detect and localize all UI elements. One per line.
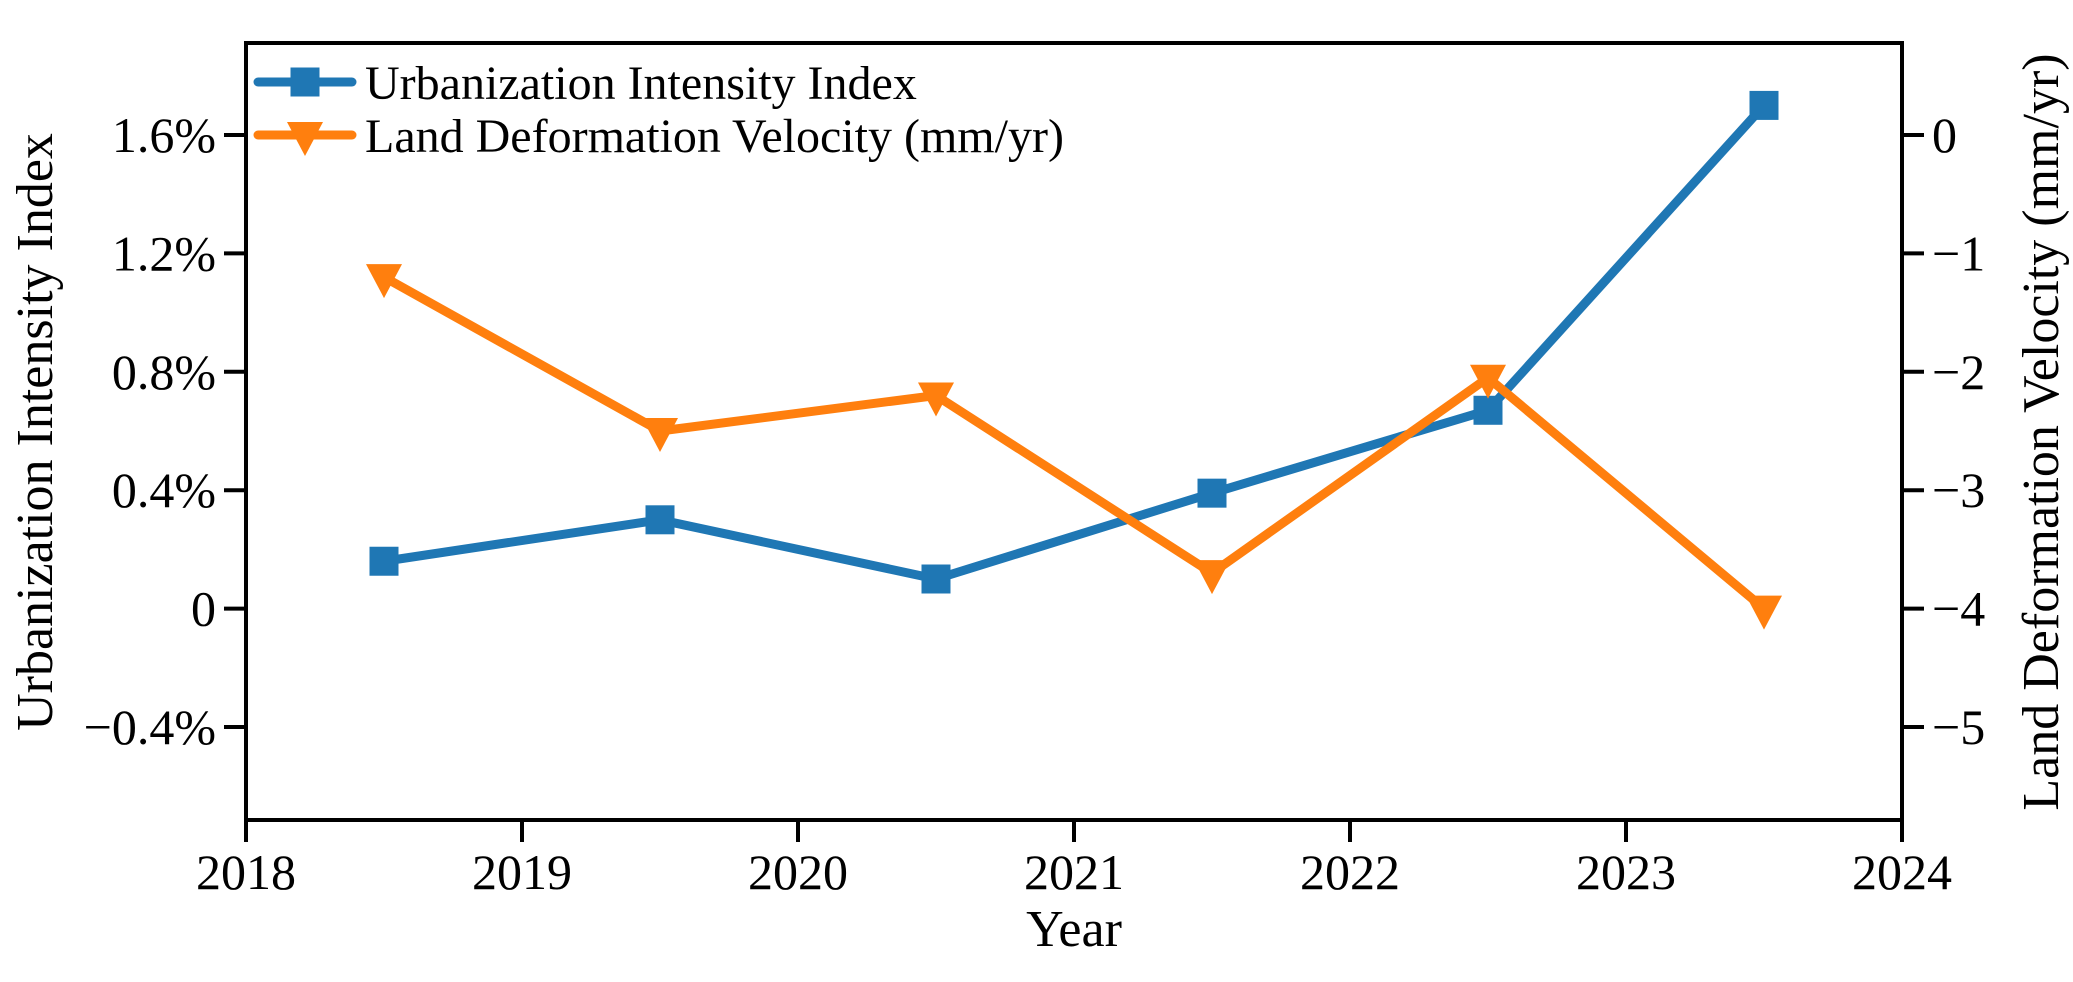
right-axis-tick-label: −5 — [1932, 699, 1985, 755]
data-point-marker-square — [1473, 395, 1503, 425]
data-point-marker-square — [1197, 478, 1227, 508]
data-point-marker-triangle-down — [366, 264, 402, 299]
left-axis-tick-label: 1.6% — [112, 107, 216, 163]
data-point-marker-triangle-down — [918, 382, 954, 417]
right-axis-tick-label: 0 — [1932, 107, 1957, 163]
legend-label-deformation: Land Deformation Velocity (mm/yr) — [365, 110, 1064, 163]
right-axis-tick-label: −2 — [1932, 344, 1985, 400]
data-point-marker-triangle-down — [1194, 560, 1230, 595]
left-axis-tick-label: −0.4% — [84, 699, 216, 755]
x-axis-tick-label: 2021 — [1024, 844, 1124, 900]
left-axis-tick-label: 0.8% — [112, 344, 216, 400]
x-axis-tick-label: 2019 — [472, 844, 572, 900]
right-axis-tick-label: −3 — [1932, 462, 1985, 518]
data-point-marker-triangle-down — [1470, 364, 1506, 399]
legend-label-urbanization: Urbanization Intensity Index — [365, 57, 917, 110]
x-axis-tick-label: 2018 — [196, 844, 296, 900]
x-axis-tick-label: 2024 — [1852, 844, 1952, 900]
data-point-marker-square — [369, 546, 399, 576]
left-axis-tick-label: 0.4% — [112, 462, 216, 518]
data-point-marker-triangle-down — [1746, 595, 1782, 630]
x-axis-tick-label: 2022 — [1300, 844, 1400, 900]
x-axis-title: Year — [1026, 901, 1122, 958]
legend-sample-marker-triangle-down — [287, 122, 323, 156]
data-point-marker-triangle-down — [642, 418, 678, 452]
data-point-marker-square — [1749, 90, 1779, 120]
x-axis-tick-label: 2023 — [1576, 844, 1676, 900]
left-y-axis-title: Urbanization Intensity Index — [7, 133, 64, 731]
right-y-axis-title: Land Deformation Velocity (mm/yr) — [2013, 53, 2070, 810]
left-axis-tick-label: 0 — [191, 581, 216, 637]
left-axis-tick-label: 1.2% — [112, 225, 216, 281]
series-line-triangle-down — [379, 272, 1769, 614]
right-axis-tick-label: −4 — [1932, 581, 1985, 637]
right-axis-tick-label: −1 — [1932, 225, 1985, 281]
series-line-square — [379, 100, 1769, 584]
data-point-marker-square — [921, 564, 951, 594]
legend-sample-marker-square — [290, 67, 320, 97]
x-axis-tick-label: 2020 — [748, 844, 848, 900]
data-point-marker-square — [645, 505, 675, 535]
